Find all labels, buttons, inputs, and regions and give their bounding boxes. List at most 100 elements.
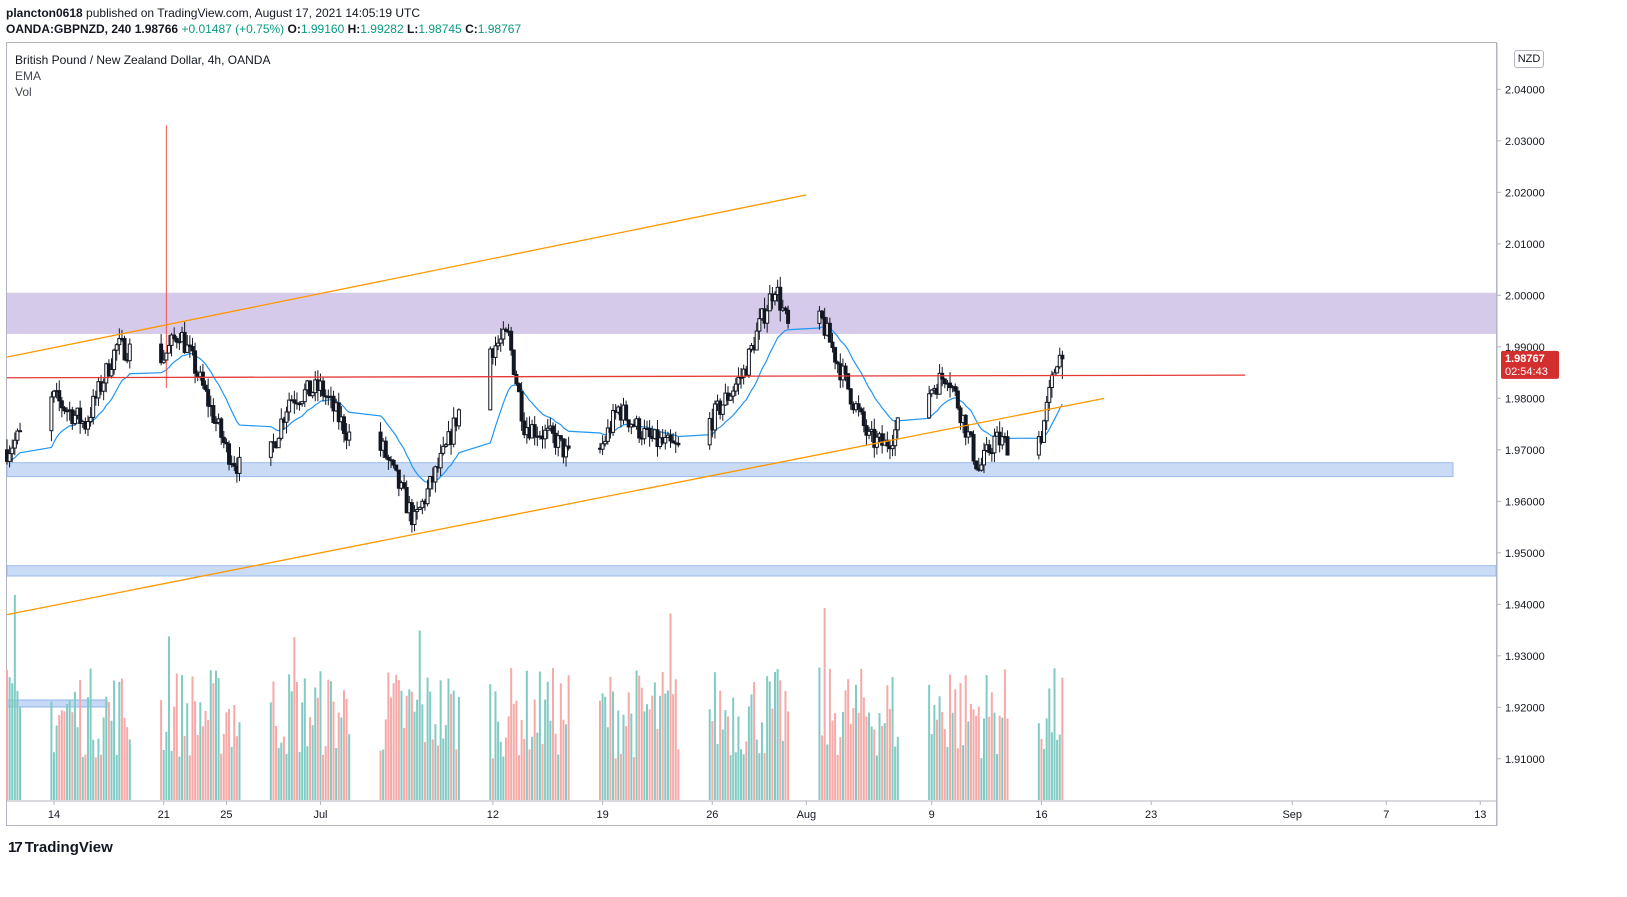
- volume-bar: [314, 687, 317, 800]
- volume-bar: [209, 670, 212, 800]
- volume-bar: [1003, 669, 1006, 800]
- candle-body: [848, 388, 853, 405]
- volume-bar: [614, 758, 617, 800]
- volume-bar: [452, 690, 455, 800]
- volume-bar: [272, 681, 275, 800]
- candle-body: [268, 441, 273, 458]
- candle-body: [302, 389, 307, 403]
- trendline-upper-channel[interactable]: [6, 194, 807, 358]
- close-value: 1.98767: [477, 22, 522, 36]
- low-label: L:: [407, 22, 419, 36]
- candle-body: [517, 383, 522, 393]
- volume-bar: [930, 734, 933, 800]
- volume-bar: [201, 726, 204, 800]
- volume-bar: [290, 691, 293, 800]
- indicator-ema[interactable]: EMA: [15, 69, 42, 83]
- volume-bar: [763, 752, 766, 800]
- volume-bar: [656, 728, 659, 800]
- volume-bar: [319, 671, 322, 800]
- volume-bar: [507, 716, 510, 800]
- candle-body: [514, 373, 519, 385]
- volume-bar: [123, 717, 126, 800]
- candle-body: [1047, 386, 1052, 403]
- ema-line: [6, 326, 1063, 483]
- price-tick-label: 2.03000: [1505, 136, 1545, 148]
- last-price: 1.98766: [134, 22, 179, 36]
- volume-bar: [716, 743, 719, 800]
- volume-bar: [787, 711, 790, 800]
- trendline-lower-channel[interactable]: [6, 397, 1105, 616]
- candle-body: [284, 411, 289, 423]
- volume-bar: [295, 682, 298, 800]
- candle-body: [336, 402, 341, 423]
- trendline-descending-resistance[interactable]: [6, 374, 1246, 379]
- volume-bar: [870, 726, 873, 800]
- volume-bar: [750, 694, 753, 800]
- candle-body: [187, 344, 192, 348]
- candle-body: [438, 452, 443, 469]
- volume-bar: [6, 669, 8, 800]
- volume-bar: [598, 700, 601, 800]
- price-tick-label: 2.02000: [1505, 187, 1545, 199]
- volume-bar: [220, 753, 223, 800]
- volume-bar: [677, 749, 680, 800]
- time-tick-label: 14: [48, 809, 60, 821]
- candle-body: [757, 318, 762, 332]
- candle-body: [626, 419, 631, 428]
- volume-bar: [175, 673, 178, 800]
- currency-badge[interactable]: NZD: [1514, 50, 1544, 68]
- volume-bar: [207, 720, 210, 800]
- candle-body: [185, 344, 190, 353]
- time-tick-label: Sep: [1282, 809, 1302, 821]
- candle-body: [558, 435, 563, 440]
- price-tick-label: 1.96000: [1505, 496, 1545, 508]
- volume-bar: [969, 703, 972, 800]
- candle-body: [59, 400, 64, 409]
- volume-bar: [60, 710, 63, 800]
- volume-bar: [951, 712, 954, 800]
- author-name[interactable]: plancton0618: [6, 6, 83, 20]
- volume-bar: [766, 676, 769, 800]
- volume-bar: [708, 709, 711, 800]
- volume-bar: [382, 749, 385, 800]
- volume-bar: [298, 752, 301, 800]
- volume-bar: [285, 753, 288, 800]
- volume-bar: [50, 701, 53, 800]
- volume-bar: [342, 690, 345, 800]
- volume-bar: [1037, 723, 1040, 800]
- volume-bar: [76, 727, 79, 800]
- indicator-vol[interactable]: Vol: [15, 85, 32, 99]
- volume-bar: [949, 674, 952, 800]
- volume-bar: [1040, 738, 1043, 800]
- volume-bar: [873, 729, 876, 800]
- candle-body: [739, 376, 744, 379]
- candle-body: [219, 418, 224, 438]
- volume-bar: [878, 713, 881, 800]
- candle-body: [415, 508, 420, 512]
- volume-bar: [601, 693, 604, 800]
- volume-bar: [71, 712, 74, 800]
- candle-body: [172, 334, 177, 339]
- volume-bar: [896, 736, 899, 800]
- volume-bar: [335, 748, 338, 800]
- volume-bar: [194, 701, 197, 800]
- time-tick-label: Jul: [313, 809, 327, 821]
- volume-bar: [275, 725, 278, 800]
- volume-bar: [559, 683, 562, 800]
- candle-body: [611, 409, 616, 433]
- candle-body: [396, 469, 401, 489]
- volume-bar: [11, 683, 14, 800]
- volume-bar: [1048, 688, 1051, 800]
- candle-body: [1049, 374, 1054, 388]
- candle-body: [712, 403, 717, 431]
- volume-bar: [311, 725, 314, 800]
- volume-bar: [1045, 718, 1048, 800]
- candle-body: [1044, 401, 1049, 422]
- candle-body: [783, 307, 788, 311]
- volume-bar: [204, 711, 207, 800]
- price-tick-label: 2.01000: [1505, 239, 1545, 251]
- candle-body: [501, 328, 506, 340]
- candle-body: [942, 378, 947, 385]
- volume-bar: [337, 712, 340, 800]
